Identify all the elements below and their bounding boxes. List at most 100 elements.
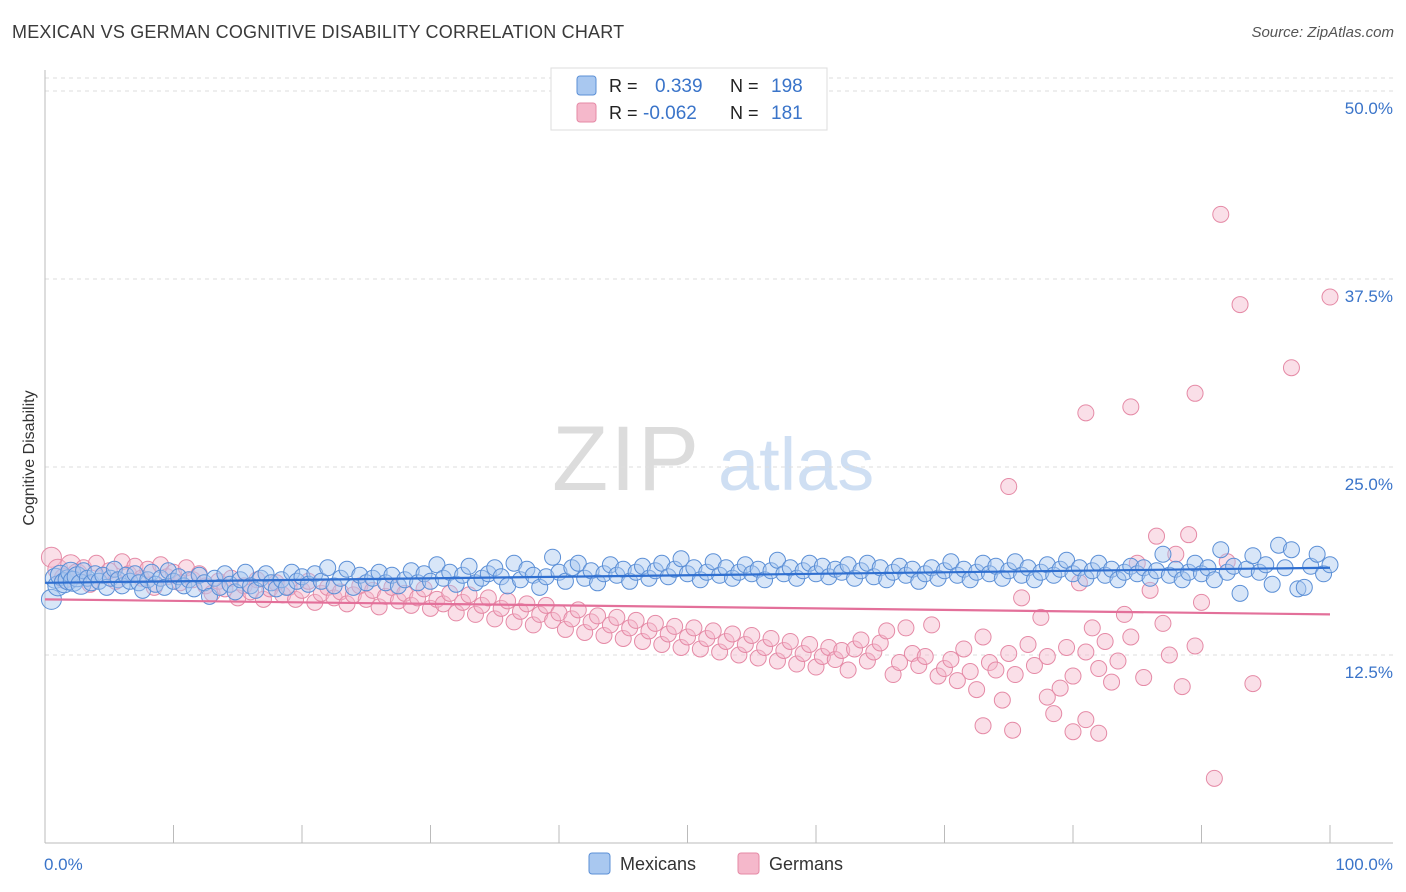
mexicans-point [955,560,973,578]
y-tick-label: 37.5% [1345,287,1393,306]
bottom-legend-label-germans: Germans [769,854,843,874]
germans-point [1122,628,1140,646]
germans-point [936,660,953,678]
germans-point [743,626,761,644]
mexicans-point [319,559,337,577]
germans-point [1077,404,1095,422]
germans-point [563,610,581,628]
germans-point [878,622,896,640]
germans-point [1186,384,1204,402]
germans-point [1090,724,1108,742]
germans-point [1148,527,1166,545]
mexicans-point [1308,545,1326,563]
germans-point [1045,705,1063,723]
germans-point [788,655,806,673]
germans-point [730,646,748,664]
germans-point [672,638,690,656]
germans-point [614,629,632,647]
germans-point [569,601,587,619]
germans-point [441,584,459,602]
mexicans-point [447,575,465,593]
mexicans-point [936,562,953,580]
chart-title: MEXICAN VS GERMAN COGNITIVE DISABILITY C… [12,22,625,42]
germans-point [1205,769,1223,787]
germans-point [1038,648,1056,666]
mexicans-point [1154,545,1172,563]
mexicans-point [1270,536,1288,554]
y-tick-label: 12.5% [1345,663,1393,682]
germans-point [756,638,774,656]
germans-point [858,652,876,670]
germans-point [666,617,684,635]
germans-point [691,640,709,658]
germans-point [1058,638,1076,656]
mexicans-point [1257,556,1275,574]
germans-point [1109,652,1127,670]
mexicans-point [159,562,177,580]
y-axis-label: Cognitive Disability [21,390,38,525]
germans-point [846,640,864,658]
germans-point [524,616,542,634]
mexicans-point [749,560,767,578]
germans-point [312,584,330,602]
germans-point [974,717,992,735]
germans-point [608,608,626,626]
germans-point [762,629,780,647]
germans-point [1096,632,1114,650]
legend-n-value-germans: 181 [771,103,803,124]
mexicans-point [156,578,174,596]
germans-point [1064,667,1082,685]
mexicans-point [1289,580,1307,598]
mexicans-point [595,565,613,583]
mexicans-point [1160,566,1178,584]
germans-point [556,620,574,638]
mexicans-point [1315,565,1333,583]
y-tick-label: 50.0% [1345,99,1393,118]
mexicans-point [1244,547,1262,565]
germans-point [1180,526,1198,544]
germans-point [634,632,652,650]
germans-point [968,681,986,699]
mexicans-point [736,556,754,574]
mexicans-points [40,536,1339,610]
mexicans-point [257,565,275,583]
germans-point [1115,605,1133,623]
mexicans-point [1212,541,1230,559]
germans-point [813,648,831,666]
germans-point [711,643,729,661]
legend-n-value-mexicans: 198 [771,76,803,97]
germans-point [955,640,973,658]
mexicans-point [756,571,774,589]
mexicans-point [486,559,504,577]
germans-point [723,625,741,643]
mexicans-point [1051,560,1069,578]
legend-n-label-germans: N = [730,103,759,123]
correlation-legend: R = 0.339 N = 198 R = -0.062 N = 181 [550,67,828,131]
germans-point [781,632,799,650]
germans-point [1103,673,1121,691]
germans-point [1032,608,1050,626]
mexicans-point [781,559,799,577]
bottom-legend-swatch-germans [737,852,760,875]
germans-point [685,619,703,637]
mexicans-point [1205,571,1223,589]
mexicans-point [1225,557,1243,575]
germans-point [646,614,664,632]
germans-point [1077,643,1095,661]
germans-point [961,663,979,681]
mexicans-point [511,571,529,589]
legend-r-label-germans: R = [609,103,638,123]
mexicans-point [891,557,909,575]
mexicans-trend-line [44,566,1331,584]
mexicans-point [1231,584,1249,602]
mexicans-point [1263,575,1281,593]
mexicans-point [544,548,562,566]
x-tick-label-min: 0.0% [44,855,83,874]
germans-point [1025,657,1043,675]
mexicans-point [1295,578,1313,596]
germans-point [40,546,62,568]
germans-point [923,616,941,634]
germans-point [1083,619,1101,637]
mexicans-point [1135,559,1153,577]
